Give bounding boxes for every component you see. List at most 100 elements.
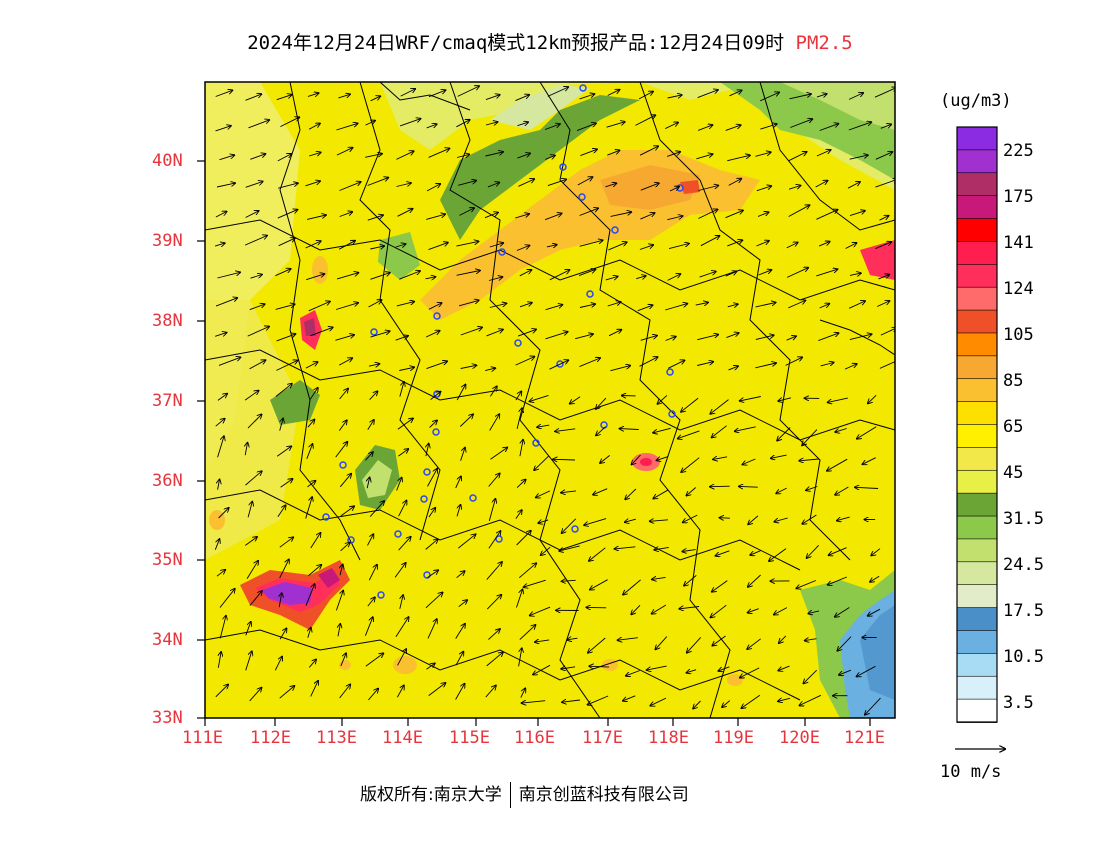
wind-arrow (700, 236, 720, 247)
wind-arrow (760, 124, 776, 130)
wind-arrow (837, 636, 852, 651)
wind-arrow (247, 327, 269, 337)
wind-arrow (245, 94, 262, 101)
wind-arrow (578, 269, 595, 277)
wind-arrow (567, 638, 578, 640)
wind-arrow (428, 90, 446, 98)
wind-arrow (652, 577, 666, 579)
wind-arrow (665, 337, 676, 341)
wind-arrow (340, 565, 343, 576)
wind-arrow (880, 124, 891, 129)
wind-arrow (650, 520, 668, 522)
wind-arrow (862, 457, 876, 465)
orange-spot-3 (209, 510, 225, 530)
colorbar-segment (956, 195, 998, 220)
wind-arrow (515, 95, 530, 102)
wind-arrow (718, 666, 730, 671)
wind-arrow (606, 122, 625, 128)
wind-arrow (276, 360, 297, 371)
wind-arrow (488, 499, 495, 522)
colorbar-segment (956, 698, 998, 723)
wind-arrow (247, 502, 252, 518)
wind-arrow (653, 427, 671, 433)
map-frame (204, 81, 896, 719)
wind-arrow (398, 501, 407, 517)
wind-arrow (277, 505, 286, 517)
colorbar-label: 141 (1003, 233, 1034, 253)
wind-arrow (216, 570, 225, 577)
wind-arrow (249, 360, 266, 370)
wind-arrow (335, 335, 354, 341)
wind-arrow (396, 183, 411, 187)
colorbar-segment (956, 172, 998, 197)
wind-arrow (879, 360, 895, 369)
wind-arrow (697, 362, 713, 366)
wind-arrow (518, 648, 522, 667)
wind-arrow (275, 384, 292, 397)
wind-arrow (875, 242, 892, 250)
wind-arrow (516, 408, 522, 429)
lat-label-35n: 35N (152, 550, 183, 570)
wind-arrow (679, 607, 700, 609)
orange-spot-2 (393, 656, 417, 674)
wind-arrow (426, 663, 435, 670)
wind-arrow (455, 624, 465, 639)
wind-arrow (306, 444, 313, 459)
wind-arrow (308, 152, 321, 157)
wind-arrow (395, 336, 408, 341)
colorbar-segment (956, 424, 998, 449)
colorbar-label: 24.5 (1003, 555, 1044, 575)
wind-arrow (844, 364, 857, 370)
wind-arrow (245, 182, 263, 188)
wind-arrow (308, 628, 311, 638)
wind-arrow (545, 305, 563, 311)
colorbar-segment (956, 675, 998, 701)
wind-arrow (720, 518, 730, 519)
wind-arrow (561, 667, 576, 669)
wind-arrow (485, 152, 504, 157)
wind-arrow (748, 574, 761, 587)
wind-arrow (697, 90, 718, 99)
wind-arrow (485, 122, 498, 125)
wind-arrow (365, 653, 384, 667)
wind-arrow (747, 638, 761, 649)
wind-arrow (218, 480, 220, 490)
wind-arrow (580, 149, 597, 157)
colorbar (956, 126, 998, 723)
wind-arrow (217, 272, 240, 279)
wind-arrow (427, 619, 437, 639)
wind-arrow (631, 604, 641, 614)
colorbar-segment (956, 126, 998, 151)
wind-arrow (667, 216, 682, 221)
wind-arrow (460, 365, 477, 369)
wind-arrow (698, 186, 718, 191)
wind-arrow (711, 604, 727, 617)
wind-arrow (579, 94, 595, 100)
wind-arrow (788, 205, 810, 217)
wind-arrow (796, 580, 816, 589)
colorbar-frame (956, 126, 998, 723)
colorbar-segment (956, 149, 998, 174)
wind-arrow (625, 519, 636, 522)
wind-arrow (652, 604, 667, 614)
wind-arrow (562, 580, 576, 581)
colorbar-segment (956, 286, 998, 311)
wind-arrow (756, 186, 772, 192)
lat-label-40n: 40N (152, 151, 183, 171)
wind-arrow (516, 589, 523, 608)
wind-arrow (458, 300, 479, 307)
wind-arrow (279, 559, 289, 579)
wind-arrow (425, 277, 436, 279)
wind-arrow (249, 688, 262, 702)
wind-arrow (657, 456, 669, 461)
wind-arrow (487, 183, 499, 188)
wind-arrow (808, 611, 820, 614)
wind-arrow (678, 430, 700, 439)
wind-arrow (340, 653, 346, 667)
wind-arrow (245, 211, 259, 218)
wind-arrow (769, 548, 787, 562)
colorbar-segment (956, 264, 998, 289)
wind-arrow (396, 302, 414, 307)
wind-arrow (338, 358, 352, 366)
wind-arrow (367, 534, 374, 546)
